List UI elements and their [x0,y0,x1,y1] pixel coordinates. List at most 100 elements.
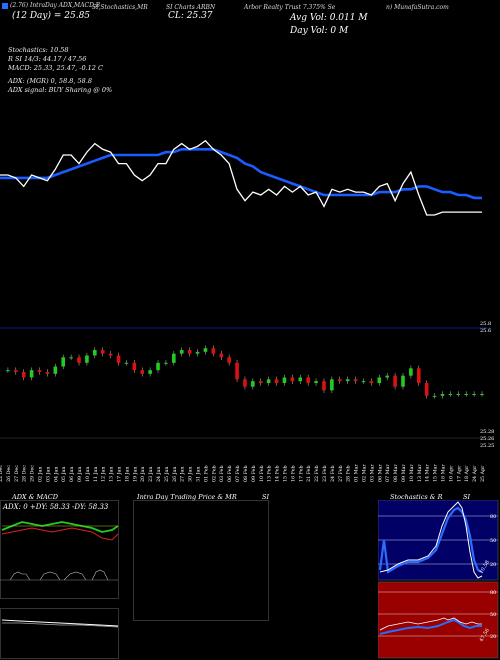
candle-bull [385,375,389,378]
date-label: 17 Apr [456,465,462,482]
header-sym-line: SI Charts ARBN [166,4,216,11]
header-stoch-line: SI,Stochastics,MR [92,4,148,11]
candle-bull [156,362,160,371]
candle-bear [219,353,224,358]
header-desc-line: Arbor Realty Trust 7.375% Se [244,4,336,11]
adx-panel: ADX: 0 +DY: 58.33 -DY: 58.33 [0,500,119,659]
candle-bull [53,366,58,374]
candle-bear [77,357,81,363]
date-label: 27 Jan [180,466,186,482]
candle-bull [432,395,437,397]
candle-bear [187,350,192,354]
candle-bull [409,368,413,376]
date-label: 10 Mar [409,464,415,482]
date-label: 23 Feb [322,465,328,482]
date-label: 03 Feb [219,465,225,482]
candle-bear [337,379,342,382]
date-label: 24 Jan [156,466,162,482]
date-label: 11 Jan [93,466,99,482]
date-label: 18 Jan [124,466,130,482]
intraday-title: Intra Day Trading Price & MR [137,493,237,501]
close-price-line [0,139,482,216]
candle-bull [61,357,66,367]
date-label: 16 Mar [440,464,446,482]
date-label: 03 Jan [45,466,51,482]
date-label: 05 Jan [61,466,67,482]
candle-bear [116,355,121,363]
macd-hist-outline-2 [39,571,61,581]
macd-signal-line [2,622,119,628]
date-label: 06 Jan [69,466,75,482]
date-label: 08 Feb [243,465,249,482]
candle-bull [448,394,453,395]
macd-line [1,619,119,627]
date-label: 02 Feb [211,465,217,482]
candle-bull [266,379,271,383]
price-tick-high: 25.8 [480,321,491,327]
sma-line [0,147,482,200]
candle-bull [440,394,445,396]
date-label: 27 Feb [338,465,344,482]
candle-bull [377,377,382,383]
stoch-d-line [378,506,483,574]
date-label: 24 Feb [330,465,336,482]
candle-bear [140,370,145,374]
indicator-adx-signal: ADX signal: BUY Sharing @ 0% [8,86,113,94]
date-label: 07 Mar [385,464,391,482]
indicator-macd: MACD: 25.33, 25.47, -0.12 C [8,64,103,72]
intraday-si-label: SI [262,493,270,501]
date-label: 21 Feb [306,465,312,482]
price-tick-low3: 25.25 [480,443,494,449]
adx-plus-line [1,521,119,533]
stochastics-panel: 80 50 20 10.58 80 50 20 47.56 [378,500,499,659]
date-label: 19 Jan [132,466,138,482]
candle-bull [164,362,168,364]
date-label: 12 Jan [101,466,107,482]
date-label: 13 Mar [417,464,423,482]
candle-bear [14,370,18,372]
date-label: 17 Jan [117,466,123,482]
header-symbol-line: (2.76) IntraDay ADX,MACD,B [2,2,100,9]
candle-bear [274,379,279,383]
candle-bull [85,355,89,363]
date-label: 09 Jan [77,466,83,482]
candle-bear [37,370,42,372]
stoch-tick-80: 80 [490,514,496,520]
candle-bull [330,379,334,391]
candle-bull [472,394,476,395]
date-label: 29 Dec [30,465,36,482]
date-axis: 22 Dec 26 Dec 27 Dec 28 Dec 29 Dec 02 Jan 03 J… [0,464,486,482]
date-label: 17 Feb [298,465,304,482]
candle-bear [393,375,397,387]
date-label: 16 Feb [290,465,296,482]
date-label: 02 Mar [361,464,367,482]
adx-panel-frame [0,500,119,599]
date-label: 15 Mar [433,464,439,482]
candle-bull [401,375,405,387]
price-tick-high2: 25.6 [480,328,491,334]
price-line-chart [0,139,482,216]
candle-bull [203,348,208,352]
candle-bull [148,370,152,374]
candlestick-panel: 25.8 25.6 25.28 25.26 25.25 [0,321,494,449]
candle-bear [211,348,216,354]
date-label: 04 Jan [53,466,59,482]
date-label: 18 Apr [464,465,470,482]
stoch-si-label: SI [463,493,471,501]
candle-bear [235,362,239,380]
stoch-tick-50: 50 [490,538,496,544]
candle-bear [243,379,247,387]
candle-bull [69,357,73,359]
date-label: 24 Apr [472,465,478,482]
date-label: 13 Feb [267,465,273,482]
mr-tick-80: 80 [490,590,496,596]
candle-bull [179,350,184,354]
candle-bull [361,381,366,383]
adx-minus-line [1,527,119,541]
candle-bear [416,368,421,383]
date-label: 14 Feb [275,465,281,482]
date-label: 07 Feb [235,465,241,482]
candle-bear [353,379,358,382]
date-label: 13 Jan [109,466,115,482]
mr-tick-50: 50 [490,612,496,618]
